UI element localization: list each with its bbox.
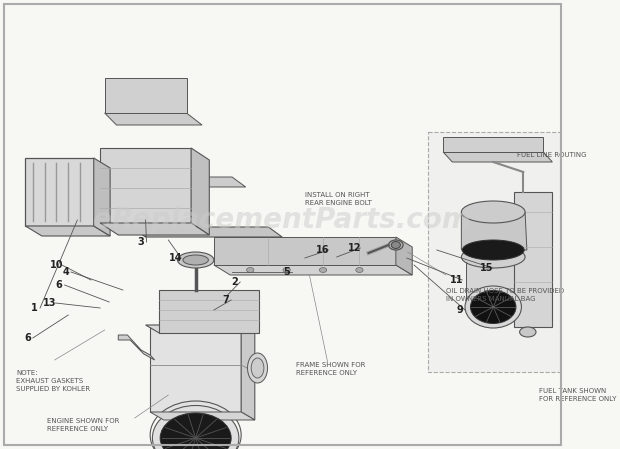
- Polygon shape: [100, 223, 210, 235]
- Polygon shape: [466, 262, 522, 307]
- Polygon shape: [214, 265, 412, 275]
- Text: 12: 12: [348, 243, 361, 253]
- Text: FUEL TANK SHOWN
FOR REFERENCE ONLY: FUEL TANK SHOWN FOR REFERENCE ONLY: [539, 388, 616, 402]
- Ellipse shape: [520, 327, 536, 337]
- Text: 6: 6: [56, 280, 63, 290]
- Ellipse shape: [319, 268, 327, 273]
- Polygon shape: [25, 226, 110, 236]
- Ellipse shape: [461, 201, 525, 223]
- Text: 1: 1: [31, 303, 38, 313]
- Polygon shape: [461, 212, 527, 250]
- Bar: [428, 132, 560, 372]
- Ellipse shape: [177, 252, 214, 268]
- Polygon shape: [105, 78, 187, 113]
- Text: 10: 10: [50, 260, 63, 270]
- Polygon shape: [105, 113, 202, 125]
- Ellipse shape: [160, 413, 231, 449]
- Polygon shape: [118, 335, 155, 360]
- Ellipse shape: [461, 246, 525, 268]
- Polygon shape: [159, 290, 259, 333]
- Text: FRAME SHOWN FOR
REFERENCE ONLY: FRAME SHOWN FOR REFERENCE ONLY: [296, 362, 365, 376]
- Polygon shape: [191, 148, 210, 235]
- Polygon shape: [150, 412, 255, 420]
- Text: 4: 4: [62, 267, 69, 277]
- Text: eReplacementParts.com: eReplacementParts.com: [93, 206, 471, 234]
- Polygon shape: [132, 227, 282, 237]
- Ellipse shape: [389, 240, 403, 250]
- Text: 7: 7: [223, 295, 229, 305]
- Text: 15: 15: [480, 263, 494, 273]
- Text: INSTALL ON RIGHT
REAR ENGINE BOLT: INSTALL ON RIGHT REAR ENGINE BOLT: [305, 192, 372, 206]
- Text: 5: 5: [283, 267, 290, 277]
- Text: 3: 3: [138, 237, 144, 247]
- Ellipse shape: [247, 268, 254, 273]
- Text: OIL DRAIN HOSE TO BE PROVIDED
IN OWNERS MANUAL BAG: OIL DRAIN HOSE TO BE PROVIDED IN OWNERS …: [446, 288, 564, 302]
- Polygon shape: [443, 152, 552, 162]
- Text: ENGINE SHOWN FOR
REFERENCE ONLY: ENGINE SHOWN FOR REFERENCE ONLY: [47, 418, 120, 432]
- Text: 13: 13: [43, 298, 57, 308]
- Text: NOTE:
EXHAUST GASKETS
SUPPLIED BY KOHLER: NOTE: EXHAUST GASKETS SUPPLIED BY KOHLER: [16, 370, 91, 392]
- Polygon shape: [522, 262, 529, 312]
- Text: 11: 11: [450, 275, 464, 285]
- Text: 2: 2: [231, 277, 238, 287]
- Text: 9: 9: [456, 305, 463, 315]
- Text: 6: 6: [24, 333, 30, 343]
- Ellipse shape: [356, 268, 363, 273]
- Polygon shape: [100, 148, 191, 223]
- Text: 14: 14: [169, 253, 182, 263]
- Polygon shape: [132, 177, 146, 237]
- Polygon shape: [25, 158, 94, 226]
- Ellipse shape: [465, 286, 521, 328]
- Ellipse shape: [283, 268, 290, 273]
- Text: 16: 16: [316, 245, 330, 255]
- Polygon shape: [514, 192, 552, 327]
- Ellipse shape: [251, 358, 264, 378]
- Polygon shape: [132, 177, 246, 187]
- Polygon shape: [94, 158, 110, 236]
- Polygon shape: [241, 325, 255, 420]
- Polygon shape: [214, 237, 396, 265]
- Polygon shape: [146, 325, 259, 333]
- Polygon shape: [150, 325, 241, 412]
- Ellipse shape: [471, 291, 516, 323]
- Ellipse shape: [463, 240, 524, 260]
- Ellipse shape: [153, 405, 239, 449]
- Text: FUEL LINE ROUTING: FUEL LINE ROUTING: [517, 152, 587, 158]
- Ellipse shape: [247, 353, 268, 383]
- Polygon shape: [443, 137, 543, 152]
- Ellipse shape: [391, 242, 401, 248]
- Ellipse shape: [183, 255, 208, 265]
- Polygon shape: [396, 237, 412, 275]
